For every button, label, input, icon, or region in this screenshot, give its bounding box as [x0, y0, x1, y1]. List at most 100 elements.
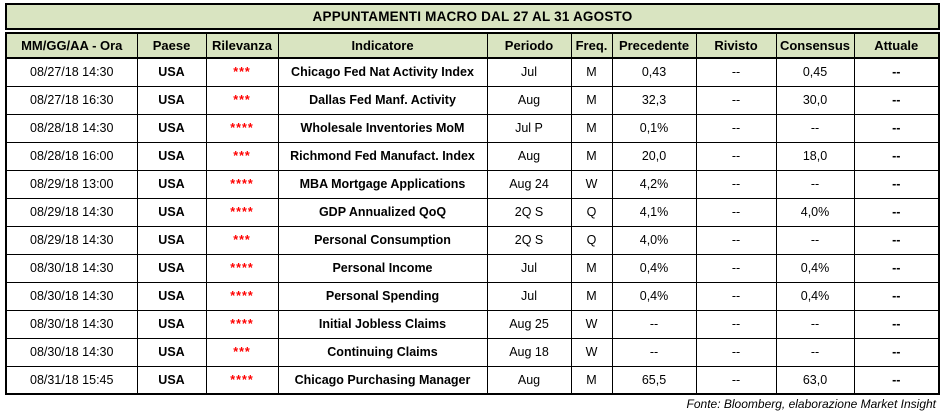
column-header-frequency: Freq.: [570, 32, 613, 59]
period-cell: Aug 25: [486, 309, 572, 339]
period-cell: Aug 18: [486, 337, 572, 367]
country-cell: USA: [136, 169, 207, 199]
indicator-cell: Personal Consumption: [277, 225, 488, 255]
column-header-previous: Precedente: [611, 32, 697, 59]
date-cell: 08/27/18 14:30: [5, 57, 138, 87]
previous-cell: 0,43: [611, 57, 697, 87]
column-header-indicator: Indicatore: [277, 32, 488, 59]
indicator-cell: Personal Income: [277, 253, 488, 283]
frequency-cell: M: [570, 253, 613, 283]
frequency-cell: M: [570, 365, 613, 395]
indicator-cell: Personal Spending: [277, 281, 488, 311]
frequency-cell: W: [570, 169, 613, 199]
previous-cell: --: [611, 309, 697, 339]
country-cell: USA: [136, 113, 207, 143]
indicator-cell: Dallas Fed Manf. Activity: [277, 85, 488, 115]
column-header-relevance: Rilevanza: [205, 32, 279, 59]
country-cell: USA: [136, 197, 207, 227]
previous-cell: 65,5: [611, 365, 697, 395]
consensus-cell: --: [775, 169, 855, 199]
period-cell: 2Q S: [486, 225, 572, 255]
relevance-stars: ****: [205, 309, 279, 339]
consensus-cell: --: [775, 113, 855, 143]
consensus-cell: 0,4%: [775, 281, 855, 311]
period-cell: Aug 24: [486, 169, 572, 199]
consensus-cell: --: [775, 309, 855, 339]
actual-cell: --: [853, 197, 940, 227]
previous-cell: 4,0%: [611, 225, 697, 255]
table-row: 08/30/18 14:30 USA **** Initial Jobless …: [5, 309, 940, 339]
table-row: 08/30/18 14:30 USA **** Personal Spendin…: [5, 281, 940, 311]
source-note: Fonte: Bloomberg, elaborazione Market In…: [686, 397, 936, 411]
actual-cell: --: [853, 85, 940, 115]
table-title: APPUNTAMENTI MACRO DAL 27 AL 31 AGOSTO: [5, 3, 940, 30]
consensus-cell: 63,0: [775, 365, 855, 395]
frequency-cell: W: [570, 337, 613, 367]
date-cell: 08/27/18 16:30: [5, 85, 138, 115]
relevance-stars: ***: [205, 57, 279, 87]
column-header-actual: Attuale: [853, 32, 940, 59]
actual-cell: --: [853, 309, 940, 339]
date-cell: 08/30/18 14:30: [5, 281, 138, 311]
date-cell: 08/29/18 14:30: [5, 197, 138, 227]
frequency-cell: M: [570, 141, 613, 171]
date-cell: 08/30/18 14:30: [5, 253, 138, 283]
country-cell: USA: [136, 253, 207, 283]
frequency-cell: M: [570, 85, 613, 115]
actual-cell: --: [853, 225, 940, 255]
consensus-cell: --: [775, 337, 855, 367]
table-row: 08/27/18 14:30 USA *** Chicago Fed Nat A…: [5, 57, 940, 87]
revised-cell: --: [695, 309, 777, 339]
date-cell: 08/30/18 14:30: [5, 309, 138, 339]
frequency-cell: M: [570, 281, 613, 311]
consensus-cell: 0,45: [775, 57, 855, 87]
table-row: 08/30/18 14:30 USA *** Continuing Claims…: [5, 337, 940, 367]
indicator-cell: Richmond Fed Manufact. Index: [277, 141, 488, 171]
date-cell: 08/31/18 15:45: [5, 365, 138, 395]
relevance-stars: ****: [205, 253, 279, 283]
country-cell: USA: [136, 225, 207, 255]
relevance-stars: ****: [205, 169, 279, 199]
consensus-cell: 30,0: [775, 85, 855, 115]
period-cell: Jul: [486, 253, 572, 283]
relevance-stars: ***: [205, 337, 279, 367]
revised-cell: --: [695, 365, 777, 395]
consensus-cell: 18,0: [775, 141, 855, 171]
date-cell: 08/29/18 13:00: [5, 169, 138, 199]
revised-cell: --: [695, 141, 777, 171]
indicator-cell: Continuing Claims: [277, 337, 488, 367]
relevance-stars: ****: [205, 113, 279, 143]
previous-cell: 0,4%: [611, 253, 697, 283]
relevance-stars: ***: [205, 225, 279, 255]
revised-cell: --: [695, 253, 777, 283]
date-cell: 08/30/18 14:30: [5, 337, 138, 367]
consensus-cell: 0,4%: [775, 253, 855, 283]
previous-cell: 4,2%: [611, 169, 697, 199]
indicator-cell: Chicago Purchasing Manager: [277, 365, 488, 395]
actual-cell: --: [853, 169, 940, 199]
relevance-stars: ****: [205, 365, 279, 395]
revised-cell: --: [695, 57, 777, 87]
macro-calendar-table: MM/GG/AA - Ora Paese Rilevanza Indicator…: [5, 32, 940, 395]
indicator-cell: Chicago Fed Nat Activity Index: [277, 57, 488, 87]
country-cell: USA: [136, 281, 207, 311]
revised-cell: --: [695, 281, 777, 311]
table-row: 08/29/18 13:00 USA **** MBA Mortgage App…: [5, 169, 940, 199]
relevance-stars: ***: [205, 85, 279, 115]
frequency-cell: M: [570, 113, 613, 143]
table-row: 08/27/18 16:30 USA *** Dallas Fed Manf. …: [5, 85, 940, 115]
actual-cell: --: [853, 113, 940, 143]
date-cell: 08/29/18 14:30: [5, 225, 138, 255]
revised-cell: --: [695, 337, 777, 367]
indicator-cell: Wholesale Inventories MoM: [277, 113, 488, 143]
country-cell: USA: [136, 141, 207, 171]
frequency-cell: Q: [570, 225, 613, 255]
revised-cell: --: [695, 85, 777, 115]
revised-cell: --: [695, 169, 777, 199]
indicator-cell: MBA Mortgage Applications: [277, 169, 488, 199]
header-row: MM/GG/AA - Ora Paese Rilevanza Indicator…: [5, 32, 940, 59]
period-cell: Jul: [486, 57, 572, 87]
period-cell: Aug: [486, 141, 572, 171]
period-cell: Jul P: [486, 113, 572, 143]
